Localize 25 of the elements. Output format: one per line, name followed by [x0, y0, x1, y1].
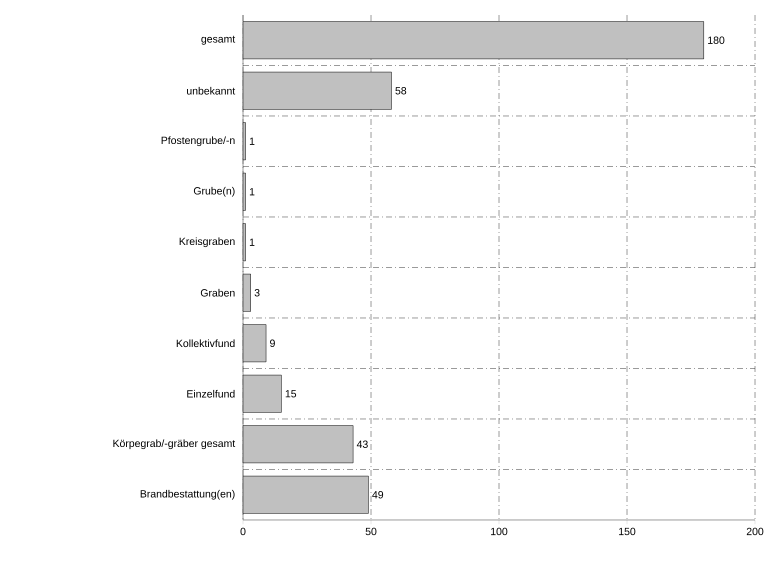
data-label: 49 [372, 491, 384, 498]
data-label: 58 [395, 87, 406, 94]
data-label: 1 [250, 188, 254, 196]
y-tick-label: Einzelfund [187, 390, 235, 398]
data-label: 43 [356, 440, 368, 448]
data-label: 3 [254, 289, 260, 296]
data-label: 1 [250, 238, 254, 246]
y-tick-label: Grube(n) [194, 186, 235, 197]
x-tick-label: 50 [366, 528, 376, 536]
y-tick-label: unbekannt [187, 86, 236, 95]
x-tick-label: 150 [619, 528, 636, 536]
y-tick-label: Kreisgraben [180, 237, 235, 248]
data-label: 180 [708, 36, 724, 44]
x-tick-label: 100 [491, 528, 508, 536]
x-tick-label: 200 [746, 528, 764, 536]
y-tick-label: gesamt [201, 36, 236, 45]
y-tick-label: Graben [200, 288, 235, 297]
y-tick-label: Kollektivfund [176, 339, 235, 348]
data-label: 15 [286, 390, 296, 398]
y-tick-label: Körpegrab/-gräber gesamt [113, 439, 236, 450]
x-tick-label: 0 [240, 528, 246, 536]
y-tick-label: Pfostengrube/-n [162, 136, 235, 146]
y-tick-label: Brandbestattung(en) [140, 490, 235, 500]
data-label: 1 [250, 138, 254, 145]
data-label: 9 [270, 340, 275, 347]
